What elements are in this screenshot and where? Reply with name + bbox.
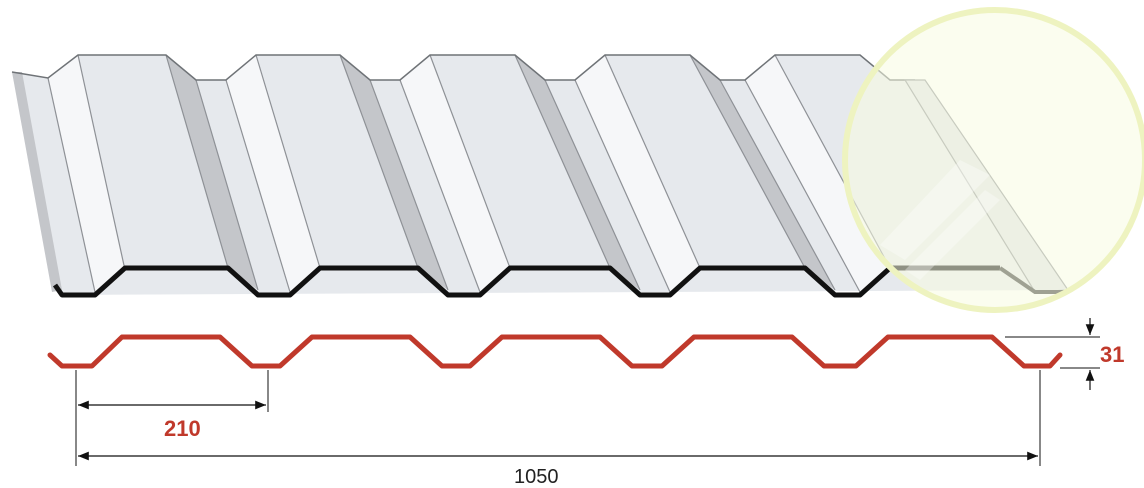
sheet-fold-lines [47,54,891,293]
sheet-shadow-faces [12,55,835,292]
pitch-dimension: 210 [75,370,269,466]
profile-cross-section [47,334,1063,369]
height-label: 31 [1100,342,1124,367]
pitch-label: 210 [164,416,201,441]
sheet-bottom-edge [52,265,1000,298]
height-dimension: 31 [1005,318,1124,390]
sheet-illustration [11,54,1070,298]
sheet-light-faces [48,55,890,292]
overall-width-label: 1050 [514,466,559,488]
highlight-magnifier [842,7,1144,313]
sheet-top-edge [11,54,915,81]
overall-width-dimension: 1050 [78,370,1041,488]
